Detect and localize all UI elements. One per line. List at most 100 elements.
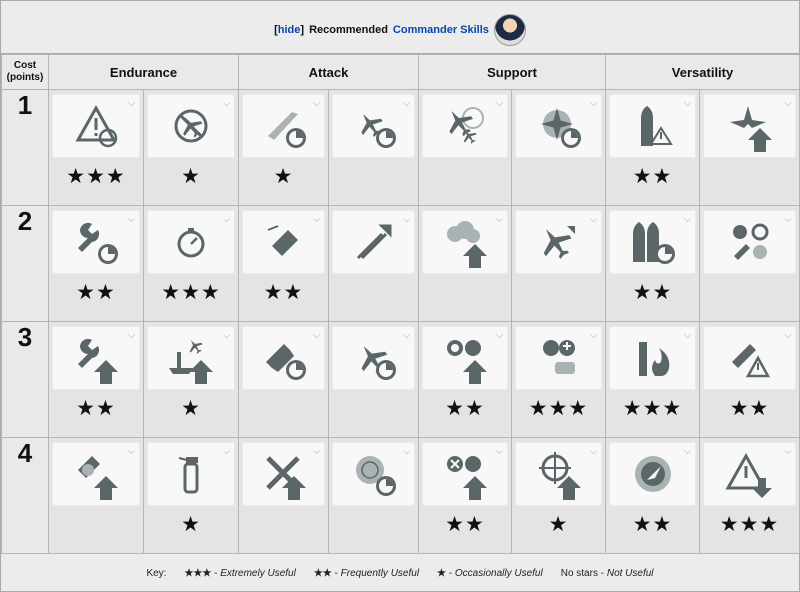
skill-tile[interactable]: ⌵ <box>52 210 140 274</box>
cost-row-2: 2 ⌵ ★★ ⌵ ★★★ ⌵ ★★ ⌵ ⌵ ⌵ ⌵ ★★ ⌵ <box>1 205 800 322</box>
warning-icon <box>75 104 118 148</box>
skill-tile[interactable]: ⌵ <box>242 442 325 506</box>
skill-tile[interactable]: ⌵ <box>515 94 603 158</box>
commander-avatar-icon <box>493 14 526 46</box>
skill-rating-stars: ★ <box>273 165 294 188</box>
skill-rating-stars: ★ <box>181 165 201 188</box>
propeller-upgrade-icon <box>729 106 772 152</box>
skill-tile[interactable]: ⌵ <box>703 326 797 390</box>
skill-tile[interactable]: ⌵ <box>609 94 697 158</box>
skill-tile[interactable]: ⌵ <box>52 442 140 506</box>
chevron-down-icon: ⌵ <box>313 214 320 224</box>
skill-tile[interactable]: ⌵ <box>703 94 797 158</box>
skill-tile[interactable]: ⌵ <box>147 94 235 158</box>
skill-cell: ⌵ <box>418 89 512 206</box>
skill-tile[interactable]: ⌵ <box>332 442 415 506</box>
carrier-upgrade-icon <box>169 340 213 384</box>
skill-rating-stars <box>239 512 328 538</box>
skill-tile[interactable]: ⌵ <box>609 442 697 506</box>
chevron-down-icon: ⌵ <box>313 98 320 108</box>
torpedo-pair-icon <box>632 222 675 264</box>
skill-tile[interactable]: ⌵ <box>52 326 140 390</box>
chevron-down-icon: ⌵ <box>128 98 135 108</box>
chevron-down-icon: ⌵ <box>496 214 503 224</box>
skill-tile[interactable]: ⌵ <box>332 326 415 390</box>
skill-rating-stars: ★★ <box>445 397 485 420</box>
skill-rating-stars: ★★★ <box>66 165 126 188</box>
chevron-down-icon: ⌵ <box>590 446 598 456</box>
cost-value: 1 <box>1 89 49 206</box>
skill-rating-stars <box>512 280 605 306</box>
skill-cell: ⌵ <box>238 321 329 438</box>
chevron-down-icon: ⌵ <box>128 214 135 224</box>
skill-rating-stars <box>329 280 418 306</box>
skill-tile[interactable]: ⌵ <box>422 442 508 506</box>
skill-tile[interactable]: ⌵ <box>609 210 697 274</box>
skill-rating-stars <box>329 164 418 190</box>
chevron-down-icon: ⌵ <box>223 214 230 224</box>
chevron-down-icon: ⌵ <box>590 98 598 108</box>
skill-cell: ⌵ <box>699 89 800 206</box>
chevron-down-icon: ⌵ <box>403 214 410 224</box>
crosshair-upgrade-icon <box>538 452 581 500</box>
skill-cell: ⌵ <box>328 205 419 322</box>
skill-tile[interactable]: ⌵ <box>147 442 235 506</box>
skill-cell: ⌵ <box>510 205 607 322</box>
skill-tile[interactable]: ⌵ <box>242 210 325 274</box>
skill-tile[interactable]: ⌵ <box>422 94 508 158</box>
key-prefix: Key: <box>146 568 167 579</box>
chevron-down-icon: ⌵ <box>223 330 230 340</box>
skill-tile[interactable]: ⌵ <box>422 210 508 274</box>
skill-cell: ⌵ ★★ <box>418 437 512 554</box>
no-aircraft-icon <box>174 109 208 143</box>
skill-tile[interactable]: ⌵ <box>609 326 697 390</box>
chevron-down-icon: ⌵ <box>784 214 792 224</box>
category-versatility: Versatility <box>605 54 800 90</box>
chevron-down-icon: ⌵ <box>784 98 792 108</box>
skill-cell: ⌵ <box>510 89 607 206</box>
skill-tile[interactable]: ⌵ <box>703 442 797 506</box>
skill-tile[interactable]: ⌵ <box>515 326 603 390</box>
skill-tile[interactable]: ⌵ <box>242 326 325 390</box>
skill-cell: ⌵ ★ <box>143 89 239 206</box>
skill-tile[interactable]: ⌵ <box>52 94 140 158</box>
skill-tile[interactable]: ⌵ <box>703 210 797 274</box>
wrench-icon <box>78 222 118 264</box>
skill-tile[interactable]: ⌵ <box>147 210 235 274</box>
skill-tile[interactable]: ⌵ <box>147 326 235 390</box>
skill-tile[interactable]: ⌵ <box>422 326 508 390</box>
chevron-down-icon: ⌵ <box>313 446 320 456</box>
gatling-icon <box>267 225 298 256</box>
skill-tile[interactable]: ⌵ <box>332 94 415 158</box>
skill-rating-stars: ★★★ <box>161 281 221 304</box>
skill-rating-stars <box>329 396 418 422</box>
commander-skills-link[interactable]: Commander Skills <box>392 24 489 36</box>
stopwatch-icon <box>177 228 205 258</box>
skill-cell: ⌵ <box>328 437 419 554</box>
radar-icon <box>634 456 671 492</box>
armor-upgrade-icon <box>78 456 118 500</box>
panel-header: [hide] Recommended Commander Skills <box>1 1 799 54</box>
consumable-tags-icon <box>542 340 575 374</box>
category-support: Support <box>417 54 607 90</box>
wrench-upgrade-icon <box>78 338 118 384</box>
hide-toggle-link[interactable]: hide <box>277 24 301 36</box>
skill-cell: ⌵ ★★ <box>48 205 144 322</box>
header-label: Recommended <box>309 24 388 36</box>
skill-rating-stars: ★★★ <box>528 397 589 420</box>
rocket-warning-icon <box>731 344 770 378</box>
cost-value: 3 <box>1 321 49 438</box>
skill-tile[interactable]: ⌵ <box>242 94 325 158</box>
ordnance-wheel-icon <box>732 223 769 260</box>
consumable-upgrade-icon <box>447 340 487 384</box>
category-endurance: Endurance <box>48 54 239 90</box>
skill-tile[interactable]: ⌵ <box>515 210 603 274</box>
target-radar-icon <box>355 456 396 496</box>
skill-cell: ⌵ ★ <box>143 437 239 554</box>
skill-tile[interactable]: ⌵ <box>332 210 415 274</box>
skill-rating-stars <box>239 396 328 422</box>
skill-rating-stars: ★★ <box>263 281 304 304</box>
skill-tile[interactable]: ⌵ <box>515 442 603 506</box>
chevron-down-icon: ⌵ <box>128 330 135 340</box>
chevron-down-icon: ⌵ <box>784 330 792 340</box>
